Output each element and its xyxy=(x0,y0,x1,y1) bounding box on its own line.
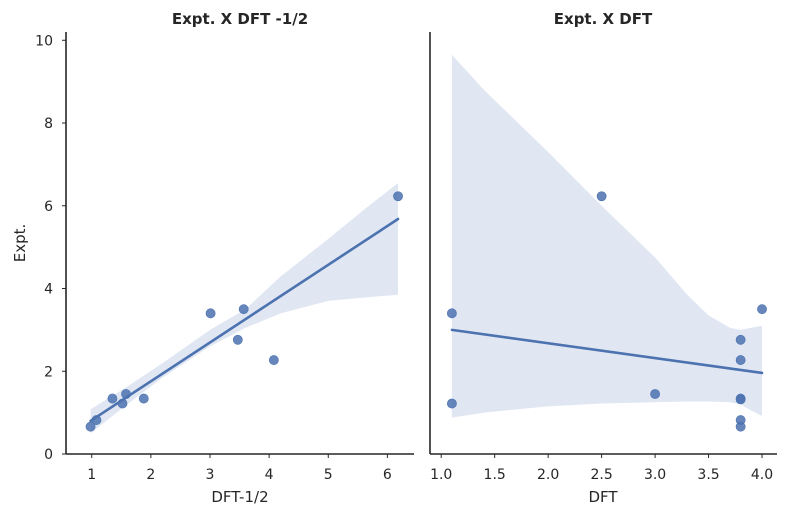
x-tick-label: 1.0 xyxy=(430,467,452,483)
y-tick-label: 4 xyxy=(44,282,53,298)
panel-1-x-label: DFT-1/2 xyxy=(211,488,268,506)
x-tick-label: 4.0 xyxy=(751,467,773,483)
panel-1-y-ticks: 0 2 4 6 8 10 xyxy=(35,33,66,463)
data-point xyxy=(268,355,279,365)
data-point xyxy=(735,421,746,432)
panel-2-fit-line-group xyxy=(450,328,764,375)
data-point xyxy=(91,415,102,425)
regression-line xyxy=(450,328,764,375)
panel-2-title: Expt. X DFT xyxy=(554,10,653,28)
panel-1-x-ticks: 1 2 3 4 5 6 xyxy=(87,454,392,483)
data-point xyxy=(85,421,96,432)
x-tick-label: 4 xyxy=(265,467,274,483)
data-point xyxy=(238,304,249,315)
x-tick-label: 1 xyxy=(87,467,96,483)
x-tick-label: 2.5 xyxy=(590,467,612,483)
data-point xyxy=(232,334,243,345)
panel-2-points-group xyxy=(447,191,767,432)
panel-1-fit-line-group xyxy=(89,217,400,423)
x-tick-label: 2.0 xyxy=(537,467,559,483)
data-point xyxy=(596,191,607,202)
y-tick-label: 8 xyxy=(44,116,53,132)
data-point xyxy=(735,394,746,405)
y-tick-label: 6 xyxy=(44,199,53,215)
panel-2-x-label: DFT xyxy=(588,488,618,506)
panel-1-y-label: Expt. xyxy=(11,224,29,263)
data-point xyxy=(447,308,457,319)
data-point xyxy=(393,191,403,202)
data-point xyxy=(117,398,128,409)
panel-dft: Expt. X DFT 1.0 1.5 2.0 2.5 3.0 3.5 4.0 DFT xyxy=(429,10,777,506)
data-point xyxy=(107,393,118,404)
panel-1-title: Expt. X DFT -1/2 xyxy=(172,10,308,28)
x-tick-label: 2 xyxy=(146,467,155,483)
data-point xyxy=(757,304,767,315)
x-tick-label: 6 xyxy=(383,467,392,483)
data-point xyxy=(121,389,131,399)
ci-band xyxy=(451,54,762,418)
x-tick-label: 3 xyxy=(206,467,215,483)
data-point xyxy=(138,393,149,404)
panel-2-x-ticks: 1.0 1.5 2.0 2.5 3.0 3.5 4.0 xyxy=(430,454,773,483)
data-point xyxy=(735,355,746,365)
data-point xyxy=(735,334,746,345)
y-tick-label: 0 xyxy=(44,447,53,463)
x-tick-label: 1.5 xyxy=(484,467,506,483)
x-tick-label: 3.5 xyxy=(697,467,719,483)
data-point xyxy=(447,398,457,409)
data-point xyxy=(205,308,216,319)
panel-2-ci-band-group xyxy=(451,54,762,418)
x-tick-label: 3.0 xyxy=(644,467,666,483)
data-point xyxy=(650,389,660,399)
x-tick-label: 5 xyxy=(324,467,333,483)
y-tick-label: 10 xyxy=(35,33,53,49)
regression-line xyxy=(89,217,400,423)
panel-1-points-group xyxy=(85,191,403,432)
y-tick-label: 2 xyxy=(44,364,53,380)
